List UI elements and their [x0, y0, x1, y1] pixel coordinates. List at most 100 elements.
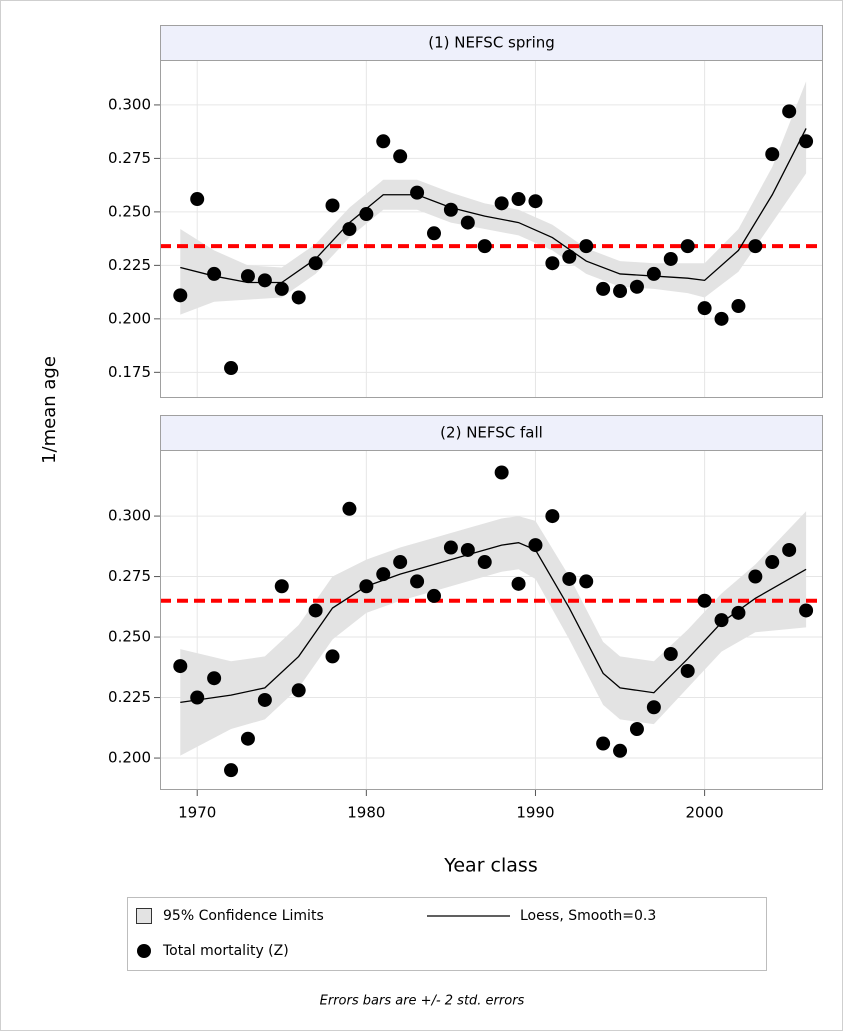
data-point: [494, 196, 509, 211]
legend-label: Total mortality (Z): [162, 943, 289, 959]
data-point: [799, 603, 814, 618]
y-tick-label: 0.200: [108, 749, 151, 767]
data-point: [731, 605, 746, 620]
data-point: [240, 269, 255, 284]
y-axis-label: 1/mean age: [39, 356, 60, 464]
data-point: [393, 149, 408, 164]
data-point: [680, 663, 695, 678]
data-point: [477, 555, 492, 570]
plot-border: [160, 60, 823, 398]
data-point: [799, 134, 814, 149]
data-point: [596, 281, 611, 296]
loess-line: [180, 128, 807, 284]
data-point: [173, 288, 188, 303]
y-tick-label: 0.175: [108, 363, 151, 381]
data-point: [274, 281, 289, 296]
data-point: [342, 222, 357, 236]
data-point: [426, 588, 441, 603]
y-tick-label: 0.275: [108, 149, 151, 167]
data-point: [460, 542, 475, 557]
data-point: [782, 104, 797, 119]
panel-strip: [160, 25, 823, 61]
data-point: [308, 603, 323, 618]
data-point: [663, 647, 678, 661]
data-point: [359, 579, 374, 594]
legend-box: [127, 897, 767, 971]
data-point: [291, 290, 306, 305]
x-tick-label: 1970: [178, 804, 216, 822]
data-point: [224, 361, 239, 376]
legend-label: Loess, Smooth=0.3: [520, 908, 656, 924]
data-point: [731, 299, 746, 314]
data-point: [714, 613, 729, 628]
data-point: [629, 722, 644, 737]
data-point: [443, 202, 458, 217]
data-point: [562, 571, 577, 586]
data-point: [477, 239, 492, 254]
data-point: [325, 649, 340, 664]
data-point: [207, 671, 222, 686]
legend-swatch: [137, 944, 151, 958]
data-point: [308, 256, 323, 271]
y-tick-label: 0.250: [108, 628, 151, 646]
data-point: [613, 743, 628, 758]
data-point: [613, 284, 628, 299]
data-point: [697, 301, 712, 316]
data-point: [528, 194, 543, 209]
data-point: [376, 134, 391, 149]
data-point: [528, 538, 543, 553]
y-tick-label: 0.225: [108, 256, 151, 274]
data-point: [443, 540, 458, 555]
data-point: [190, 192, 205, 207]
data-point: [545, 509, 560, 524]
confidence-band: [180, 81, 807, 315]
data-point: [342, 501, 357, 516]
x-tick-label: 1980: [347, 804, 385, 822]
x-axis-label: Year class: [443, 855, 537, 877]
y-tick-label: 0.250: [108, 202, 151, 220]
data-point: [629, 279, 644, 294]
data-point: [680, 239, 695, 254]
data-point: [460, 215, 475, 230]
data-point: [173, 659, 188, 674]
footnote: Errors bars are +/- 2 std. errors: [320, 994, 525, 1009]
data-point: [376, 567, 391, 582]
legend-swatch: [136, 908, 152, 924]
data-point: [494, 465, 509, 480]
y-tick-label: 0.300: [108, 95, 151, 113]
data-point: [765, 147, 780, 162]
data-point: [562, 249, 577, 264]
x-tick-label: 1990: [516, 804, 554, 822]
data-point: [765, 555, 780, 570]
y-tick-label: 0.300: [108, 507, 151, 525]
data-point: [646, 700, 661, 715]
data-point: [646, 266, 661, 281]
data-point: [511, 192, 526, 207]
panel-title: (2) NEFSC fall: [440, 424, 543, 442]
data-point: [359, 207, 374, 222]
data-point: [207, 266, 222, 281]
data-point: [393, 555, 408, 570]
data-point: [782, 542, 797, 557]
plot-border: [160, 450, 823, 790]
data-point: [257, 692, 272, 707]
data-point: [410, 185, 425, 200]
data-point: [511, 576, 526, 591]
data-point: [714, 311, 729, 326]
y-tick-label: 0.200: [108, 309, 151, 327]
y-tick-label: 0.225: [108, 688, 151, 706]
data-point: [663, 251, 678, 266]
data-point: [748, 239, 763, 254]
data-point: [410, 574, 425, 589]
panel-strip: [160, 415, 823, 451]
data-point: [291, 683, 306, 698]
data-point: [426, 226, 441, 241]
data-point: [579, 574, 594, 589]
y-tick-label: 0.275: [108, 567, 151, 585]
data-point: [190, 690, 205, 705]
data-point: [224, 763, 239, 778]
legend-label: 95% Confidence Limits: [163, 908, 324, 924]
confidence-band: [180, 511, 807, 756]
